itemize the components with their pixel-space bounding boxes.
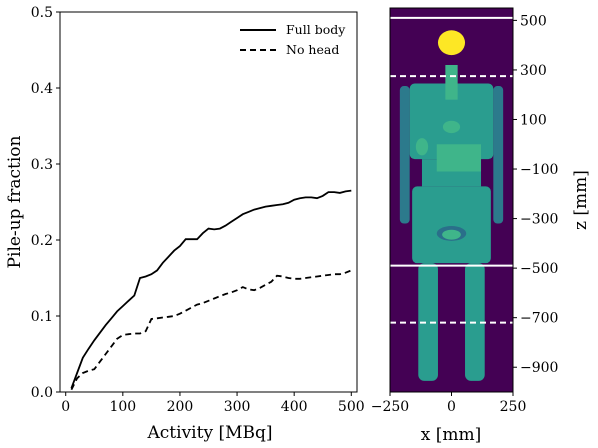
y-tick-label: 0.5 <box>31 5 53 21</box>
heart-region <box>442 120 461 134</box>
y-tick-label: 0.1 <box>31 309 53 325</box>
heatmap-z-tick-label: −500 <box>520 261 558 277</box>
x-tick-label: 400 <box>281 399 308 415</box>
heatmap-z-tick-label: −900 <box>520 360 558 376</box>
phantom-heatmap: −250 0 250 500 300 100 −100 −300 −500 −700 −900 x… <box>371 7 591 445</box>
left-arm <box>399 86 410 224</box>
line-x-axis-label: Activity [MBq] <box>147 423 273 443</box>
series-line-no-head <box>70 269 352 391</box>
heatmap-z-tick-label: −100 <box>520 162 558 178</box>
heatmap-z-tick-label: 100 <box>520 112 547 128</box>
y-tick-label: 0.4 <box>31 81 53 97</box>
line-plot-frame <box>59 11 358 393</box>
heatmap-z-tick-label: −700 <box>520 311 558 327</box>
legend-no-head-label: No head <box>286 42 339 57</box>
x-tick-label: 200 <box>167 399 194 415</box>
y-tick-label: 0.3 <box>31 157 53 173</box>
heatmap-z-ticks: 500 300 100 −100 −300 −500 −700 −900 <box>513 13 558 376</box>
heatmap-x-ticks: −250 0 250 <box>371 392 527 415</box>
heatmap-x-tick-label: 250 <box>500 399 527 415</box>
line-y-axis-label: Pile-up fraction <box>5 136 25 269</box>
liver-region <box>415 138 429 156</box>
legend-full-body-label: Full body <box>286 22 346 37</box>
series-line-full-body <box>70 189 352 389</box>
y-tick-label: 0.2 <box>31 233 53 249</box>
x-tick-label: 300 <box>224 399 251 415</box>
x-tick-label: 100 <box>109 399 136 415</box>
pileup-line-chart: 0 100 200 300 400 500 0.0 0.1 0.2 0.3 0.4 0.5 Acti… <box>5 5 365 443</box>
neck <box>445 64 458 100</box>
left-leg <box>418 263 438 381</box>
heatmap-z-tick-label: 300 <box>520 63 547 79</box>
legend: Full body No head <box>240 22 346 57</box>
phantom-body <box>399 30 504 381</box>
heatmap-x-axis-label: x [mm] <box>421 425 482 445</box>
heatmap-x-tick-label: −250 <box>371 399 409 415</box>
pelvis <box>412 186 491 264</box>
heatmap-x-tick-label: 0 <box>447 399 456 415</box>
line-y-ticks: 0.0 0.1 0.2 0.3 0.4 0.5 <box>31 5 60 401</box>
abdomen-region <box>436 144 482 172</box>
right-arm <box>493 86 504 224</box>
cut-lines <box>390 16 513 324</box>
x-tick-label: 0 <box>61 399 70 415</box>
y-tick-label: 0.0 <box>31 385 53 401</box>
x-tick-label: 500 <box>338 399 365 415</box>
line-series-group <box>70 189 352 391</box>
line-x-ticks: 0 100 200 300 400 500 <box>61 392 365 415</box>
bladder-region <box>442 229 461 240</box>
head <box>437 30 466 56</box>
heatmap-z-axis-label: z [mm] <box>571 170 591 230</box>
heatmap-z-tick-label: 500 <box>520 13 547 29</box>
heatmap-z-tick-label: −300 <box>520 212 558 228</box>
